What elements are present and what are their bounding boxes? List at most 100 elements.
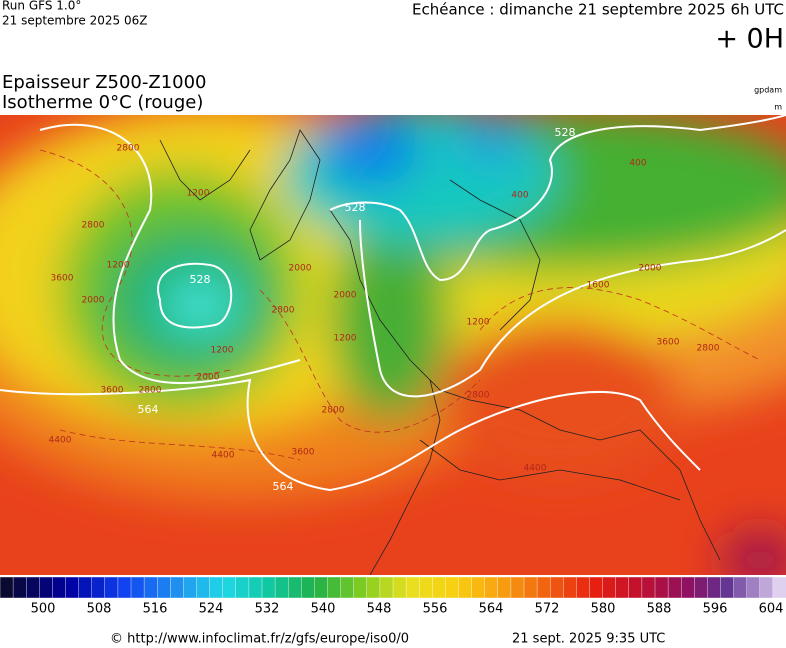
colorbar-swatch (392, 576, 407, 599)
colorbar-label: 508 (87, 602, 112, 617)
isotherm-label: 2000 (197, 373, 220, 383)
colorbar-swatch (484, 576, 499, 599)
colorbar-swatch (104, 576, 119, 599)
colorbar-label: 596 (703, 602, 728, 617)
colorbar-swatch (0, 576, 14, 599)
isotherm-lines (39, 149, 761, 461)
isotherm-label: 1200 (107, 261, 130, 271)
colorbar-label: 540 (311, 602, 336, 617)
isotherm-label: 2800 (697, 344, 720, 354)
colorbar-swatch (91, 576, 106, 599)
isotherm-label: 2000 (289, 264, 312, 274)
colorbar-swatch (39, 576, 54, 599)
colorbar-swatch (458, 576, 473, 599)
map-title: Epaisseur Z500-Z1000 (2, 72, 207, 93)
colorbar-swatch (510, 576, 525, 599)
colorbar-swatch (759, 576, 774, 599)
map-labels: 528 528 528 564 564 2800 1200 2800 1200 3600 2000 2… (49, 126, 720, 493)
colorbar-swatch (340, 576, 355, 599)
colorbar-swatch (65, 576, 80, 599)
colorbar-label: 572 (535, 602, 560, 617)
colorbar-label: 588 (647, 602, 672, 617)
colorbar-swatch (130, 576, 145, 599)
isotherm-label: 400 (511, 191, 528, 201)
unit-isotherm: m (774, 103, 782, 112)
isotherm-label: 2000 (639, 264, 662, 274)
colorbar-label: 516 (143, 602, 168, 617)
colorbar-swatch (353, 576, 368, 599)
colorbar: 500 508 516 524 532 540 548 556 564 572 580 588 596 6… (0, 576, 786, 617)
valid-time: Echéance : dimanche 21 septembre 2025 6h… (412, 1, 784, 19)
colorbar-swatch (733, 576, 748, 599)
isotherm-label: 3600 (657, 338, 680, 348)
colorbar-label: 500 (31, 602, 56, 617)
isotherm-label: 400 (629, 159, 646, 169)
run-label: Run GFS 1.0° (2, 0, 81, 13)
colorbar-swatch (78, 576, 93, 599)
colorbar-swatch (274, 576, 289, 599)
isotherm-label: 2800 (139, 386, 162, 396)
colorbar-swatch (419, 576, 434, 599)
isotherm-label: 2800 (117, 144, 140, 154)
isotherm-label: 2800 (272, 306, 295, 316)
isotherm-label: 2800 (467, 391, 490, 401)
isotherm-label: 1600 (587, 281, 610, 291)
thickness-label: 528 (555, 126, 576, 139)
unit-thickness: gpdam (754, 86, 782, 95)
colorbar-swatch (746, 576, 761, 599)
colorbar-swatch (52, 576, 67, 599)
colorbar-swatch (301, 576, 316, 599)
isotherm-label: 1200 (467, 318, 490, 328)
isotherm-label: 2800 (82, 221, 105, 231)
colorbar-swatch (497, 576, 512, 599)
colorbar-swatch (12, 576, 27, 599)
colorbar-label: 580 (591, 602, 616, 617)
isotherm-label: 3600 (51, 274, 74, 284)
map: 528 528 528 564 564 2800 1200 2800 1200 3600 2000 2… (0, 115, 786, 575)
colorbar-swatch (536, 576, 551, 599)
colorbar-swatch (720, 576, 735, 599)
colorbar-swatch (641, 576, 656, 599)
colorbar-swatch (222, 576, 237, 599)
run-date: 21 septembre 2025 06Z (2, 14, 147, 28)
colorbar-swatch (576, 576, 591, 599)
lead-time: + 0H (715, 24, 784, 55)
colorbar-swatch (183, 576, 198, 599)
colorbar-swatch (261, 576, 276, 599)
colorbar-swatch (602, 576, 617, 599)
isotherm-label: 1200 (211, 346, 234, 356)
coastlines (159, 129, 721, 575)
colorbar-swatch (366, 576, 381, 599)
colorbar-swatch (589, 576, 604, 599)
colorbar-swatch (209, 576, 224, 599)
colorbar-swatch (654, 576, 669, 599)
isotherm-label: 1200 (187, 189, 210, 199)
isotherm-label: 4400 (524, 464, 547, 474)
colorbar-swatch (707, 576, 722, 599)
colorbar-swatch (235, 576, 250, 599)
colorbar-swatch (248, 576, 263, 599)
thickness-label: 528 (190, 273, 211, 286)
isotherm-label: 3600 (101, 386, 124, 396)
colorbar-swatch (156, 576, 171, 599)
colorbar-label: 604 (759, 602, 784, 617)
colorbar-swatch (471, 576, 486, 599)
thickness-label: 528 (345, 201, 366, 214)
thickness-contours (0, 115, 786, 492)
colorbar-swatch (550, 576, 565, 599)
colorbar-swatch (288, 576, 303, 599)
isotherm-label: 2800 (322, 406, 345, 416)
isotherm-label: 3600 (292, 448, 315, 458)
colorbar-swatch (143, 576, 158, 599)
colorbar-swatch (117, 576, 132, 599)
isotherm-label: 1200 (334, 334, 357, 344)
isotherm-label: 2000 (334, 291, 357, 301)
thickness-label: 564 (138, 403, 159, 416)
colorbar-swatch (432, 576, 447, 599)
isotherm-label: 4400 (212, 451, 235, 461)
thickness-label: 564 (273, 480, 294, 493)
colorbar-swatch (694, 576, 709, 599)
colorbar-label: 524 (199, 602, 224, 617)
colorbar-swatch (772, 576, 786, 599)
colorbar-swatch (26, 576, 41, 599)
